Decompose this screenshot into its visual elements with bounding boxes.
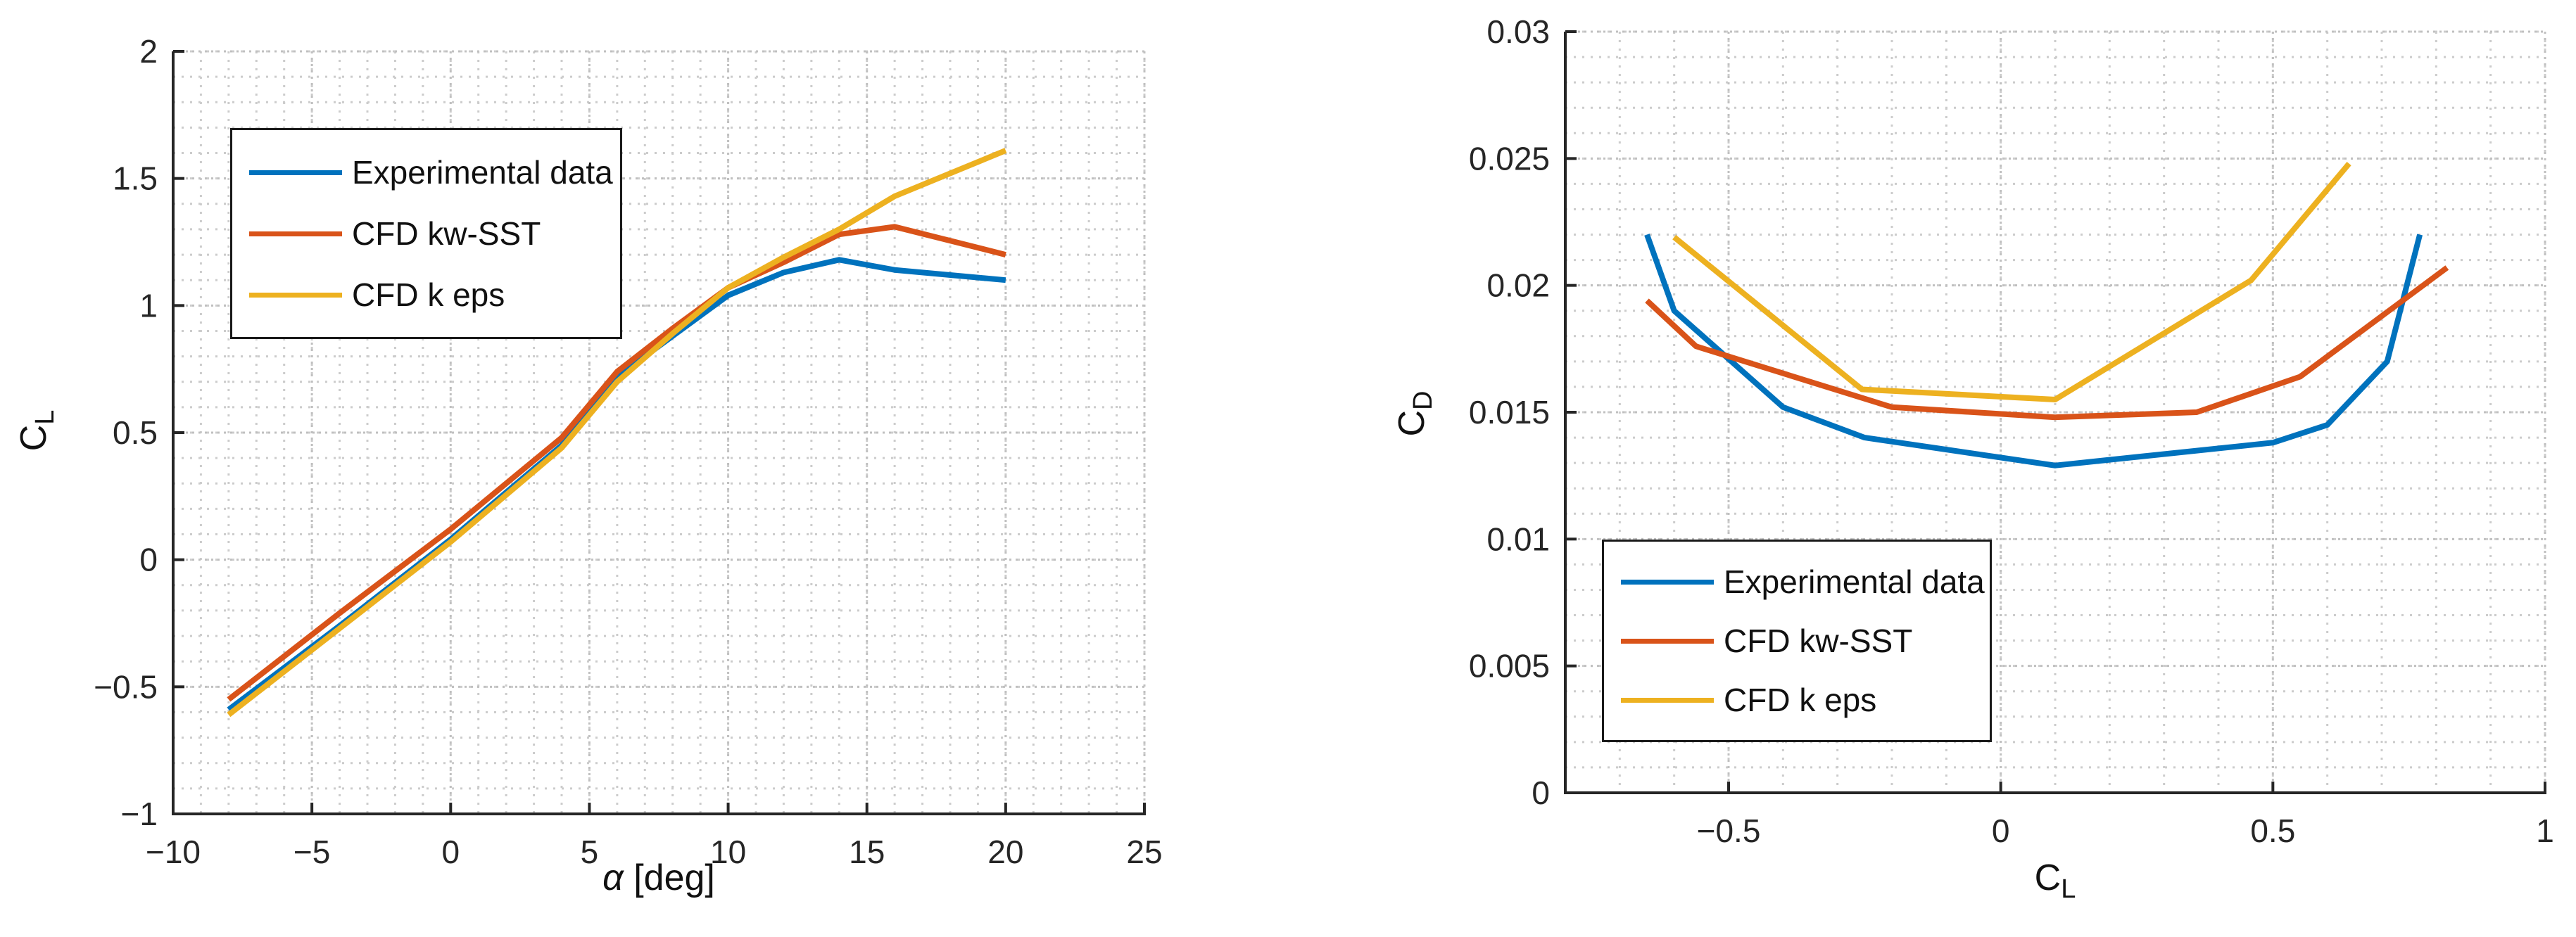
svg-text:1: 1 <box>139 287 158 324</box>
svg-text:15: 15 <box>849 834 885 870</box>
svg-text:5: 5 <box>581 834 599 870</box>
tick-marks <box>172 50 1146 815</box>
xlabel-sub: L <box>2061 874 2076 905</box>
experimental-color-line <box>249 170 342 175</box>
legend-item-cfd-kw-sst: CFD kw-SST <box>1621 622 1990 660</box>
left-plot-legend: Experimental data CFD kw-SST CFD k eps <box>230 128 622 339</box>
svg-text:25: 25 <box>1126 834 1162 870</box>
svg-text:10: 10 <box>710 834 746 870</box>
svg-text:20: 20 <box>987 834 1023 870</box>
right-plot-xlabel: CL <box>2035 857 2076 905</box>
tick-marks <box>1565 30 2546 794</box>
right-plot-legend: Experimental data CFD kw-SST CFD k eps <box>1602 540 1992 742</box>
legend-item-experimental: Experimental data <box>249 153 620 191</box>
legend-label: Experimental data <box>352 154 613 191</box>
legend-item-cfd-k-eps: CFD k eps <box>1621 681 1990 719</box>
series-cfd-kw-sst <box>227 224 1006 702</box>
svg-text:1: 1 <box>2536 812 2554 849</box>
svg-text:−10: −10 <box>146 834 201 870</box>
svg-text:0.5: 0.5 <box>2250 812 2295 849</box>
svg-text:−0.5: −0.5 <box>1697 812 1761 849</box>
svg-text:0.02: 0.02 <box>1486 267 1550 304</box>
series-experimental-data <box>1644 234 2423 468</box>
cfd-k-eps-color-line <box>249 292 342 298</box>
series-cfd-k-eps <box>227 148 1007 718</box>
svg-text:−5: −5 <box>293 834 330 870</box>
alpha-symbol: α <box>602 858 624 898</box>
left-plot-xlabel: α [deg] <box>602 857 715 899</box>
legend-label: Experimental data <box>1724 563 1985 600</box>
legend-label: CFD kw-SST <box>1724 623 1913 659</box>
ylabel-base: C <box>13 424 54 452</box>
svg-text:0.025: 0.025 <box>1469 140 1550 177</box>
ylabel-base: C <box>1391 409 1432 437</box>
drag-polar-plot: −0.5 0 0.5 1 0 0.005 0.01 0.015 0.02 0.025 0.03 <box>1469 13 2554 849</box>
svg-text:2: 2 <box>139 33 158 70</box>
svg-text:−1: −1 <box>121 796 158 832</box>
ylabel-sub: L <box>30 409 61 425</box>
ylabel-sub: D <box>1408 390 1439 410</box>
legend-label: CFD k eps <box>1724 682 1877 718</box>
svg-text:0: 0 <box>139 542 158 578</box>
svg-text:−0.5: −0.5 <box>94 668 158 705</box>
series-cfd-kw-sst <box>1645 265 2449 421</box>
tick-labels: −10 −5 0 5 10 15 20 25 −1 −0.5 0 0.5 1 1.5 2 <box>94 33 1162 870</box>
series-cfd-k-eps <box>1672 161 2351 402</box>
lift-curve-plot: −10 −5 0 5 10 15 20 25 −1 −0.5 0 0.5 1 1.5 2 <box>94 33 1162 870</box>
xlabel-unit: [deg] <box>623 858 715 898</box>
svg-text:0: 0 <box>1992 812 2010 849</box>
cfd-kw-sst-color-line <box>1621 638 1714 644</box>
cfd-k-eps-color-line <box>1621 697 1714 703</box>
svg-text:0.015: 0.015 <box>1469 394 1550 431</box>
svg-text:0: 0 <box>441 834 460 870</box>
svg-text:1.5: 1.5 <box>113 160 158 197</box>
legend-label: CFD k eps <box>352 276 505 313</box>
svg-text:0: 0 <box>1532 775 1550 811</box>
legend-label: CFD kw-SST <box>352 215 541 252</box>
legend-item-experimental: Experimental data <box>1621 563 1990 601</box>
svg-text:0.01: 0.01 <box>1486 521 1550 557</box>
cfd-kw-sst-color-line <box>249 231 342 236</box>
right-plot-ylabel: CD <box>1391 390 1439 436</box>
legend-item-cfd-k-eps: CFD k eps <box>249 276 620 314</box>
legend-item-cfd-kw-sst: CFD kw-SST <box>249 215 620 253</box>
xlabel-base: C <box>2034 857 2062 898</box>
svg-text:0.5: 0.5 <box>113 414 158 451</box>
left-plot-ylabel: CL <box>13 410 61 452</box>
svg-text:0.03: 0.03 <box>1486 13 1550 50</box>
tick-labels: −0.5 0 0.5 1 0 0.005 0.01 0.015 0.02 0.025 0.03 <box>1469 13 2554 849</box>
svg-text:0.005: 0.005 <box>1469 648 1550 684</box>
experimental-color-line <box>1621 579 1714 585</box>
